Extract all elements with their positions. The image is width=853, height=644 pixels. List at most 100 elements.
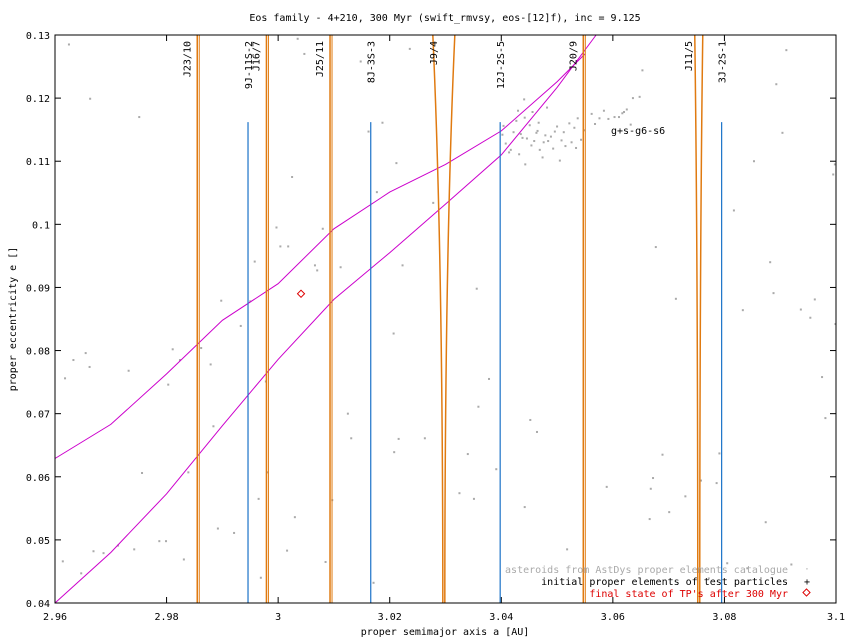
- asteroid-point: [372, 581, 375, 584]
- asteroid-point: [477, 405, 480, 408]
- asteroid-point: [72, 359, 75, 362]
- asteroid-point: [84, 352, 87, 355]
- asteroid-point: [568, 122, 571, 125]
- asteroid-point: [393, 451, 396, 454]
- asteroid-point: [549, 135, 552, 138]
- asteroid-point: [401, 264, 404, 267]
- y-tick-label: 0.05: [26, 536, 50, 547]
- asteroid-points: [61, 37, 837, 584]
- y-tick-label: 0.13: [26, 31, 50, 42]
- asteroid-point: [625, 108, 628, 111]
- asteroid-point: [580, 138, 583, 141]
- asteroid-point: [141, 471, 144, 474]
- asteroid-point: [495, 468, 498, 471]
- asteroid-point: [127, 369, 130, 372]
- asteroid-point: [367, 130, 370, 133]
- asteroid-point: [594, 122, 597, 125]
- secular-curve: [54, 53, 586, 459]
- jupiter-resonance-label: J11/5: [684, 41, 695, 71]
- jupiter-resonance-edge: [432, 34, 444, 604]
- asteroid-point: [535, 430, 538, 433]
- legend: asteroids from AstDys proper elements ca…: [505, 565, 811, 600]
- asteroid-point: [158, 540, 161, 543]
- asteroid-point: [475, 287, 478, 290]
- asteroid-point: [89, 97, 92, 100]
- axis-ticks: 2.96 2.98 3 3.02 3.04 3.06 3.08 3.1 0.04 0.05 0.06…: [26, 31, 845, 623]
- asteroid-point: [617, 116, 620, 119]
- asteroid-point: [512, 131, 515, 134]
- asteroid-point: [375, 191, 378, 194]
- asteroid-point: [613, 116, 616, 119]
- jupiter-resonance-edge: [694, 34, 699, 604]
- asteroid-point: [558, 159, 561, 162]
- legend-entry-asteroids: asteroids from AstDys proper elements ca…: [505, 565, 788, 576]
- x-tick-label: 3.04: [489, 612, 513, 623]
- asteroid-point: [746, 567, 749, 570]
- three-body-resonances: [247, 122, 723, 603]
- x-tick-label: 2.96: [43, 612, 67, 623]
- asteroid-point: [661, 453, 664, 456]
- asteroid-point: [547, 140, 550, 143]
- secular-curves: [54, 34, 597, 604]
- asteroid-point: [64, 377, 67, 380]
- asteroid-point: [392, 332, 395, 335]
- asteroid-point: [799, 308, 802, 311]
- asteroid-point: [629, 123, 632, 126]
- asteroid-point: [524, 163, 527, 166]
- asteroid-point: [533, 140, 536, 143]
- asteroid-point: [741, 309, 744, 312]
- x-tick-label: 3.1: [827, 612, 845, 623]
- asteroid-point: [790, 563, 793, 566]
- asteroid-point: [381, 121, 384, 124]
- asteroid-point: [324, 560, 327, 563]
- asteroid-point: [542, 141, 545, 144]
- asteroid-point: [350, 437, 353, 440]
- secular-curve-label: g+s-g6-s6: [611, 126, 665, 137]
- asteroid-point: [541, 156, 544, 159]
- asteroid-point: [296, 37, 299, 40]
- asteroid-point: [233, 531, 236, 534]
- asteroid-point: [772, 292, 775, 295]
- legend-entry-initial: initial proper elements of test particle…: [541, 577, 788, 588]
- asteroid-point: [523, 98, 526, 101]
- y-tick-label: 0.12: [26, 94, 50, 105]
- asteroid-point: [583, 129, 586, 132]
- legend-marker-initial: +: [804, 577, 810, 588]
- asteroid-point: [813, 298, 816, 301]
- asteroid-point: [536, 129, 539, 132]
- asteroid-point: [346, 412, 349, 415]
- asteroid-point: [508, 151, 511, 154]
- asteroid-point: [832, 173, 835, 176]
- asteroid-point: [752, 160, 755, 163]
- asteroid-point: [466, 453, 469, 456]
- jupiter-resonance-edge: [444, 34, 456, 604]
- y-tick-label: 0.08: [26, 347, 50, 358]
- asteroid-point: [102, 552, 105, 555]
- asteroid-point: [80, 572, 83, 575]
- y-tick-label: 0.04: [26, 599, 50, 610]
- chart-title: Eos family - 4+210, 300 Myr (swift_rmvsy…: [249, 13, 640, 24]
- asteroid-point: [257, 497, 260, 500]
- asteroid-point: [523, 506, 526, 509]
- asteroid-point: [546, 106, 549, 109]
- asteroid-point: [684, 495, 687, 498]
- asteroid-point: [249, 300, 252, 303]
- asteroid-point: [652, 477, 655, 480]
- asteroid-point: [623, 110, 626, 113]
- plot-frame: [54, 34, 837, 604]
- asteroid-point: [654, 246, 657, 249]
- asteroid-point: [769, 261, 772, 264]
- jupiter-resonance-edge: [699, 34, 704, 604]
- asteroid-point: [88, 365, 91, 368]
- asteroid-point: [598, 117, 601, 120]
- asteroid-point: [785, 49, 788, 52]
- three-body-resonance-label: 3J-2S-1: [718, 41, 729, 83]
- asteroid-point: [259, 576, 262, 579]
- asteroid-point: [544, 134, 547, 137]
- asteroid-point: [171, 348, 174, 351]
- asteroid-point: [287, 245, 290, 248]
- y-tick-label: 0.07: [26, 410, 50, 421]
- x-tick-label: 2.98: [155, 612, 179, 623]
- asteroid-point: [529, 418, 532, 421]
